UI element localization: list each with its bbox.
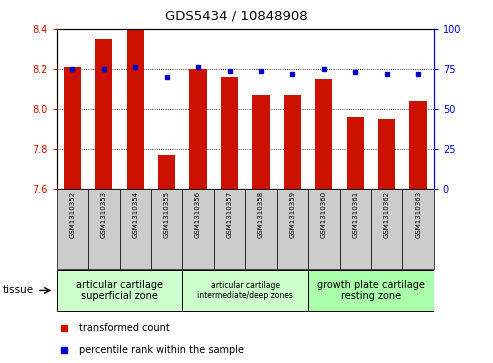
Bar <box>127 29 144 189</box>
Bar <box>347 117 364 189</box>
Bar <box>308 270 434 311</box>
Text: GSM1310353: GSM1310353 <box>101 191 107 238</box>
Bar <box>378 119 395 189</box>
Bar <box>277 189 308 269</box>
Text: percentile rank within the sample: percentile rank within the sample <box>79 345 245 355</box>
Text: articular cartilage
superficial zone: articular cartilage superficial zone <box>76 280 163 301</box>
Bar <box>340 189 371 269</box>
Bar <box>64 67 81 189</box>
Bar <box>410 101 427 189</box>
Bar <box>245 189 277 269</box>
Bar <box>252 95 270 189</box>
Bar <box>221 77 238 189</box>
Text: GDS5434 / 10848908: GDS5434 / 10848908 <box>165 9 308 22</box>
Bar <box>284 95 301 189</box>
Text: GSM1310358: GSM1310358 <box>258 191 264 238</box>
Bar <box>95 39 112 189</box>
Text: GSM1310354: GSM1310354 <box>132 191 138 238</box>
Bar <box>315 79 332 189</box>
Text: growth plate cartilage
resting zone: growth plate cartilage resting zone <box>317 280 425 301</box>
Bar <box>151 189 182 269</box>
Bar <box>402 189 434 269</box>
Bar <box>119 189 151 269</box>
Bar <box>189 69 207 189</box>
Bar <box>182 270 308 311</box>
Text: GSM1310362: GSM1310362 <box>384 191 389 238</box>
Bar <box>308 189 340 269</box>
Text: GSM1310363: GSM1310363 <box>415 191 421 238</box>
Bar <box>57 270 182 311</box>
Bar <box>214 189 246 269</box>
Bar <box>158 155 176 189</box>
Text: GSM1310357: GSM1310357 <box>227 191 233 238</box>
Bar <box>88 189 119 269</box>
Bar <box>57 189 88 269</box>
Bar <box>182 189 214 269</box>
Text: GSM1310361: GSM1310361 <box>352 191 358 238</box>
Bar <box>371 189 402 269</box>
Text: GSM1310355: GSM1310355 <box>164 191 170 238</box>
Text: tissue: tissue <box>2 285 34 295</box>
Text: GSM1310360: GSM1310360 <box>321 191 327 238</box>
Text: GSM1310352: GSM1310352 <box>70 191 75 238</box>
Text: GSM1310356: GSM1310356 <box>195 191 201 238</box>
Text: articular cartilage
intermediate/deep zones: articular cartilage intermediate/deep zo… <box>197 281 293 300</box>
Text: GSM1310359: GSM1310359 <box>289 191 295 238</box>
Text: transformed count: transformed count <box>79 323 170 333</box>
